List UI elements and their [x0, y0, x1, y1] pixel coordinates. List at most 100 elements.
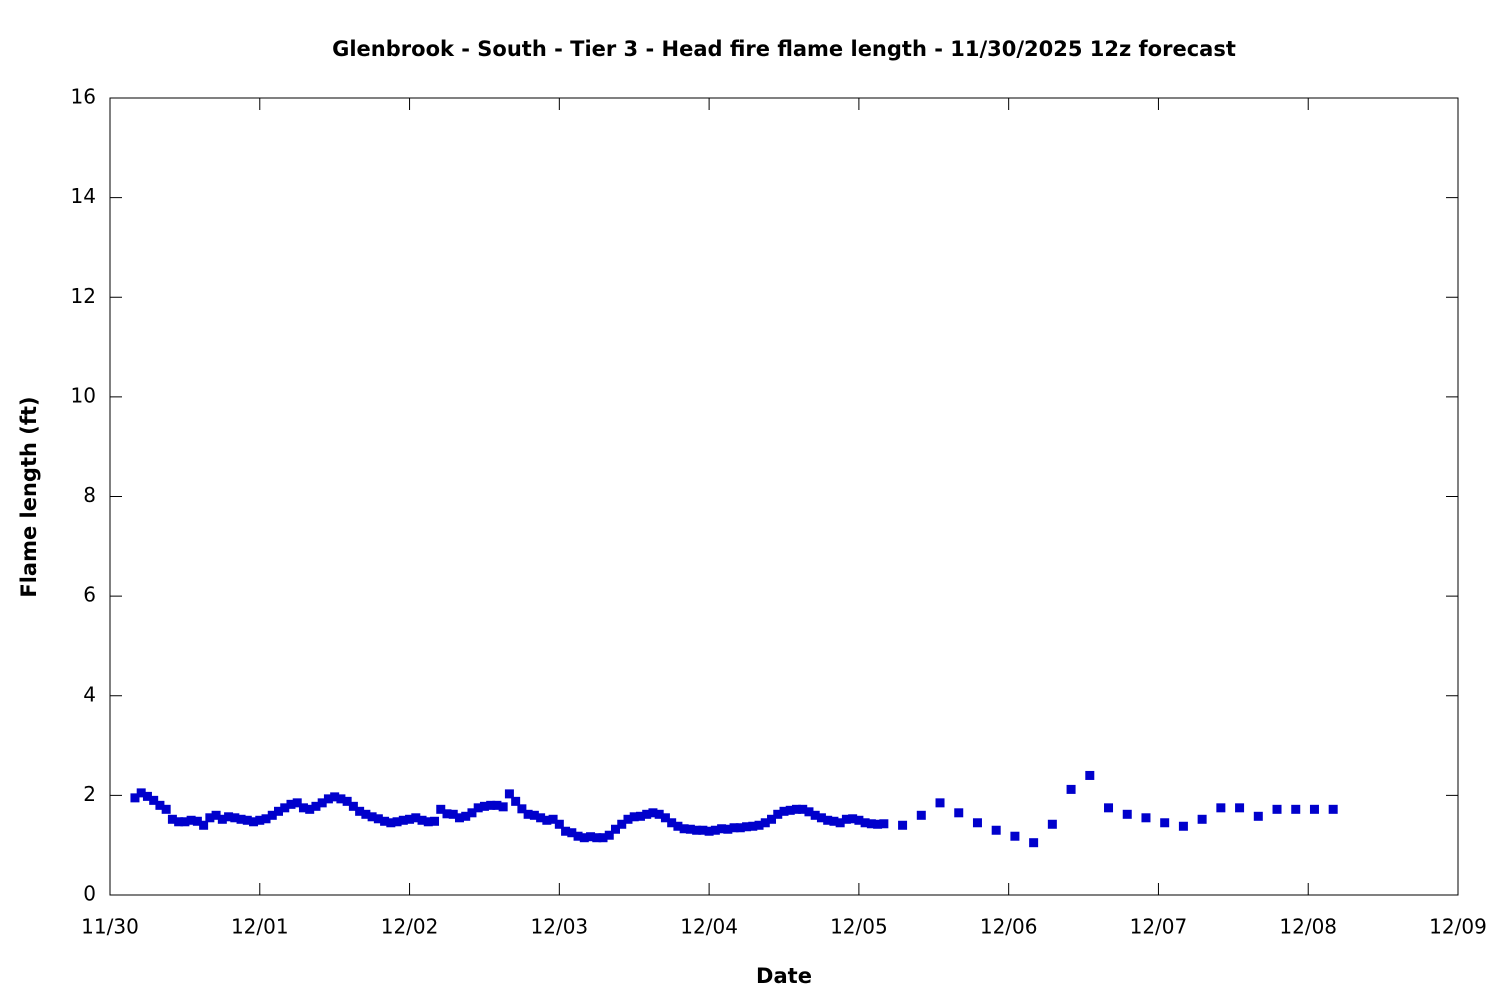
- data-point: [1066, 784, 1076, 794]
- data-point: [348, 801, 358, 811]
- data-point: [492, 800, 502, 810]
- data-point: [236, 814, 246, 824]
- data-point: [785, 805, 795, 815]
- data-point: [760, 818, 770, 828]
- data-point: [1328, 804, 1338, 814]
- y-axis-title: Flame length (ft): [17, 396, 41, 597]
- data-point: [660, 813, 670, 823]
- data-point: [136, 788, 146, 798]
- data-point: [417, 815, 427, 825]
- data-point: [249, 817, 259, 827]
- data-point: [224, 812, 234, 822]
- data-point: [199, 820, 209, 830]
- data-point: [635, 811, 645, 821]
- data-point: [473, 803, 483, 813]
- data-point: [155, 800, 165, 810]
- data-point: [742, 822, 752, 832]
- data-point: [673, 821, 683, 831]
- data-point: [130, 793, 140, 803]
- data-point: [561, 826, 571, 836]
- data-point: [517, 804, 527, 814]
- data-point: [823, 815, 833, 825]
- data-point: [841, 814, 851, 824]
- data-point: [211, 810, 221, 820]
- data-point: [298, 803, 308, 813]
- data-point: [567, 828, 577, 838]
- data-point: [454, 813, 464, 823]
- data-point: [373, 814, 383, 824]
- data-point: [1104, 803, 1114, 813]
- data-point: [1197, 814, 1207, 824]
- data-point: [1291, 804, 1301, 814]
- data-point: [1272, 804, 1282, 814]
- data-point: [1122, 809, 1132, 819]
- data-point: [467, 808, 477, 818]
- data-point: [685, 824, 695, 834]
- data-point: [442, 809, 452, 819]
- x-tick-label: 12/04: [680, 915, 738, 939]
- data-point: [642, 809, 652, 819]
- data-point: [142, 791, 152, 801]
- data-point: [174, 817, 184, 827]
- data-point: [311, 801, 321, 811]
- data-point: [604, 830, 614, 840]
- data-point: [286, 799, 296, 809]
- data-point: [330, 792, 340, 802]
- data-point: [866, 819, 876, 829]
- data-point: [579, 833, 589, 843]
- data-point: [392, 817, 402, 827]
- data-point: [461, 811, 471, 821]
- data-point: [292, 798, 302, 808]
- data-point: [1085, 770, 1095, 780]
- data-point: [405, 814, 415, 824]
- data-point: [704, 826, 714, 836]
- y-tick-label: 6: [83, 583, 96, 607]
- data-point: [317, 798, 327, 808]
- data-point: [748, 821, 758, 831]
- data-point: [386, 818, 396, 828]
- data-point: [548, 814, 558, 824]
- data-point: [336, 794, 346, 804]
- data-point: [486, 800, 496, 810]
- data-point: [1235, 803, 1245, 813]
- x-tick-label: 12/03: [531, 915, 589, 939]
- data-point: [423, 817, 433, 827]
- data-point: [729, 823, 739, 833]
- data-point: [810, 810, 820, 820]
- y-tick-label: 4: [83, 682, 96, 706]
- data-point: [611, 824, 620, 834]
- data-point: [498, 802, 508, 812]
- data-point: [523, 809, 533, 819]
- data-point: [342, 796, 352, 806]
- data-point: [261, 814, 271, 824]
- x-tick-label: 12/07: [1130, 915, 1188, 939]
- data-point: [773, 809, 783, 819]
- data-point: [436, 804, 446, 814]
- data-point: [754, 820, 764, 830]
- data-point: [217, 814, 227, 824]
- data-point: [991, 825, 1001, 835]
- data-point: [1216, 803, 1226, 813]
- plot-frame: [109, 97, 1459, 896]
- data-point: [1047, 819, 1057, 829]
- data-point: [692, 825, 702, 835]
- data-point: [617, 819, 627, 829]
- x-axis-title: Date: [756, 964, 812, 988]
- data-point: [586, 832, 596, 842]
- data-point: [554, 819, 564, 829]
- data-point: [242, 815, 252, 825]
- data-point: [323, 794, 333, 804]
- data-point: [367, 812, 377, 822]
- data-point: [592, 833, 602, 843]
- data-point: [186, 815, 196, 825]
- data-point: [1178, 821, 1188, 831]
- data-point: [972, 818, 982, 828]
- data-point: [623, 814, 633, 824]
- data-point: [529, 810, 539, 820]
- data-point: [479, 801, 489, 811]
- data-point: [448, 809, 458, 819]
- x-tick-label: 12/01: [231, 915, 289, 939]
- x-tick-label: 12/06: [980, 915, 1038, 939]
